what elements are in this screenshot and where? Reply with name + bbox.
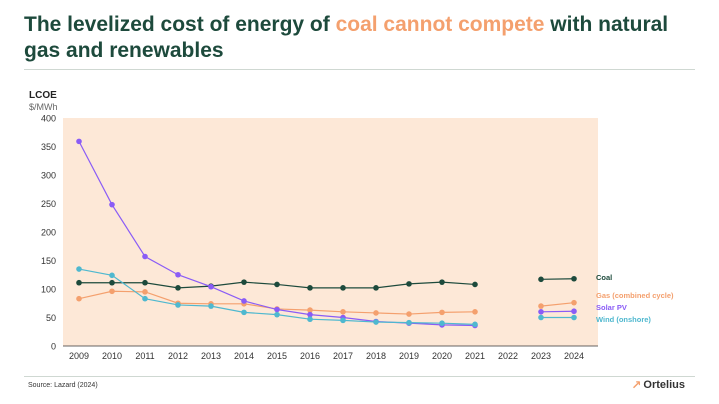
y-tick-label: 200 [41, 228, 56, 238]
plot-area [63, 118, 598, 346]
data-point-coal [76, 279, 82, 286]
series-label-wind-onshore: Wind (onshore) [596, 315, 651, 324]
x-tick-label: 2013 [201, 351, 221, 361]
data-point-wind-onshore [472, 321, 478, 328]
data-point-gas-combined-cycle [307, 307, 313, 313]
x-tick-label: 2023 [531, 351, 551, 361]
data-point-gas-combined-cycle [373, 310, 379, 316]
data-point-wind-onshore [307, 316, 313, 323]
y-axis-title: LCOE [29, 90, 57, 101]
series-label-coal: Coal [596, 273, 612, 282]
footer-divider [24, 376, 695, 377]
y-tick-label: 150 [41, 256, 56, 266]
data-point-wind-onshore [340, 317, 346, 324]
y-tick-label: 300 [41, 171, 56, 181]
x-tick-label: 2019 [399, 351, 419, 361]
y-tick-label: 400 [41, 114, 56, 124]
data-point-gas-combined-cycle [472, 309, 478, 315]
data-point-coal [241, 279, 247, 285]
data-point-solar-pv [307, 311, 313, 318]
data-point-gas-combined-cycle [406, 311, 412, 317]
data-point-wind-onshore [538, 314, 544, 321]
data-point-wind-onshore [109, 272, 115, 279]
data-point-solar-pv [538, 309, 544, 315]
x-tick-label: 2021 [465, 351, 485, 361]
series-label-solar-pv: Solar PV [596, 303, 627, 312]
x-tick-label: 2011 [135, 351, 154, 361]
data-point-coal [109, 279, 115, 286]
data-point-gas-combined-cycle [439, 309, 445, 316]
title-text-start: The levelized cost of energy of [24, 13, 336, 36]
data-point-coal [373, 285, 379, 291]
data-point-solar-pv [208, 283, 214, 290]
data-point-solar-pv [142, 253, 148, 260]
data-point-coal [472, 281, 478, 288]
data-point-gas-combined-cycle [76, 295, 82, 302]
series-line-coal [540, 278, 575, 280]
data-point-wind-onshore [241, 309, 247, 316]
y-tick-label: 50 [46, 313, 56, 323]
brand-name: Ortelius [643, 379, 685, 391]
series-label-gas-combined-cycle: Gas (combined cycle) [596, 291, 674, 300]
y-axis-unit: $/MWh [29, 102, 58, 112]
source-note: Source: Lazard (2024) [28, 382, 98, 389]
data-point-coal [175, 285, 181, 291]
y-tick-label: 100 [41, 285, 56, 295]
x-tick-label: 2015 [267, 351, 287, 361]
chart-title: The levelized cost of energy of coal can… [24, 12, 694, 64]
title-text-end: with natural gas and renewables [24, 13, 669, 62]
data-point-coal [406, 281, 412, 287]
x-tick-label: 2009 [69, 351, 89, 361]
data-point-coal [538, 276, 544, 283]
title-accent-text: coal cannot compete [335, 13, 545, 36]
data-point-wind-onshore [373, 319, 379, 325]
data-point-solar-pv [571, 308, 577, 315]
data-point-wind-onshore [406, 319, 412, 326]
data-point-coal [340, 285, 346, 291]
data-point-gas-combined-cycle [571, 299, 577, 306]
y-tick-label: 250 [41, 199, 56, 209]
y-tick-label: 0 [51, 342, 56, 352]
data-point-coal [274, 281, 280, 288]
series-line-solar-pv [540, 310, 575, 313]
data-point-wind-onshore [175, 302, 181, 308]
x-tick-label: 2016 [300, 351, 320, 361]
x-tick-label: 2022 [498, 351, 518, 361]
data-point-solar-pv [274, 306, 280, 313]
header-divider [24, 69, 695, 70]
data-point-coal [307, 285, 313, 291]
x-tick-label: 2017 [333, 351, 353, 361]
data-point-coal [571, 275, 577, 282]
x-tick-label: 2010 [102, 351, 122, 361]
data-point-solar-pv [241, 298, 247, 304]
x-tick-label: 2020 [432, 351, 452, 361]
data-point-wind-onshore [76, 266, 82, 272]
x-tick-label: 2012 [168, 351, 188, 361]
data-point-solar-pv [109, 201, 115, 208]
data-point-gas-combined-cycle [538, 303, 544, 309]
data-point-gas-combined-cycle [109, 288, 115, 295]
data-point-gas-combined-cycle [340, 309, 346, 315]
data-point-coal [439, 279, 445, 285]
data-point-gas-combined-cycle [142, 289, 148, 295]
data-point-wind-onshore [571, 314, 577, 321]
data-point-solar-pv [76, 138, 82, 145]
x-tick-label: 2024 [564, 351, 584, 361]
data-point-wind-onshore [439, 320, 445, 327]
data-point-wind-onshore [274, 311, 280, 318]
x-tick-label: 2014 [234, 351, 254, 361]
data-point-wind-onshore [142, 295, 148, 302]
y-tick-label: 350 [41, 142, 56, 152]
brand-logo: ↗ Ortelius [631, 378, 685, 392]
data-point-coal [142, 279, 148, 286]
arrow-swoosh-icon: ↗ [631, 378, 642, 392]
data-point-solar-pv [175, 271, 181, 278]
series-line-gas-combined-cycle [540, 302, 575, 307]
data-point-wind-onshore [208, 303, 214, 309]
x-tick-label: 2018 [366, 351, 386, 361]
